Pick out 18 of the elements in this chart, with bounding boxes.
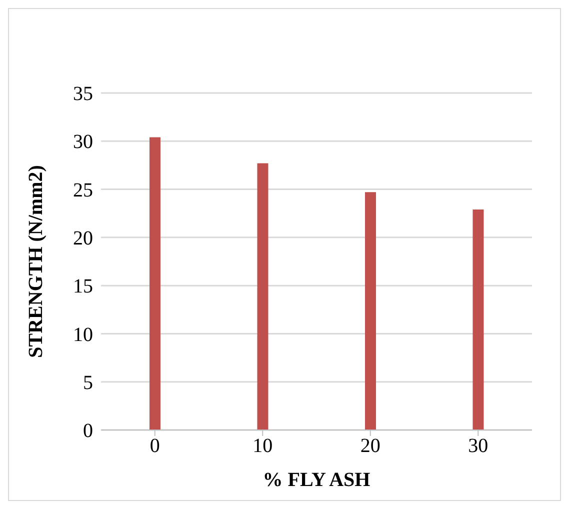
y-tick-label: 30	[73, 131, 93, 154]
x-tick-label: 0	[150, 435, 160, 458]
y-tick-label: 5	[83, 372, 93, 394]
y-tick-label: 15	[73, 276, 93, 298]
x-axis-title: % FLY ASH	[262, 469, 371, 491]
x-tick-label: 10	[252, 435, 273, 458]
bar	[364, 192, 376, 430]
y-axis-title: STRENGTH (N/mm2)	[25, 165, 48, 358]
bar	[472, 210, 484, 430]
x-tick-label: 20	[360, 435, 380, 458]
y-tick-label: 10	[73, 324, 93, 346]
bar	[149, 137, 160, 430]
y-tick-label: 0	[83, 420, 93, 442]
x-tick-label: 30	[468, 435, 488, 458]
bar	[257, 163, 268, 430]
y-tick-label: 20	[73, 228, 93, 250]
y-tick-label: 35	[73, 83, 93, 106]
y-tick-label: 25	[73, 179, 93, 202]
